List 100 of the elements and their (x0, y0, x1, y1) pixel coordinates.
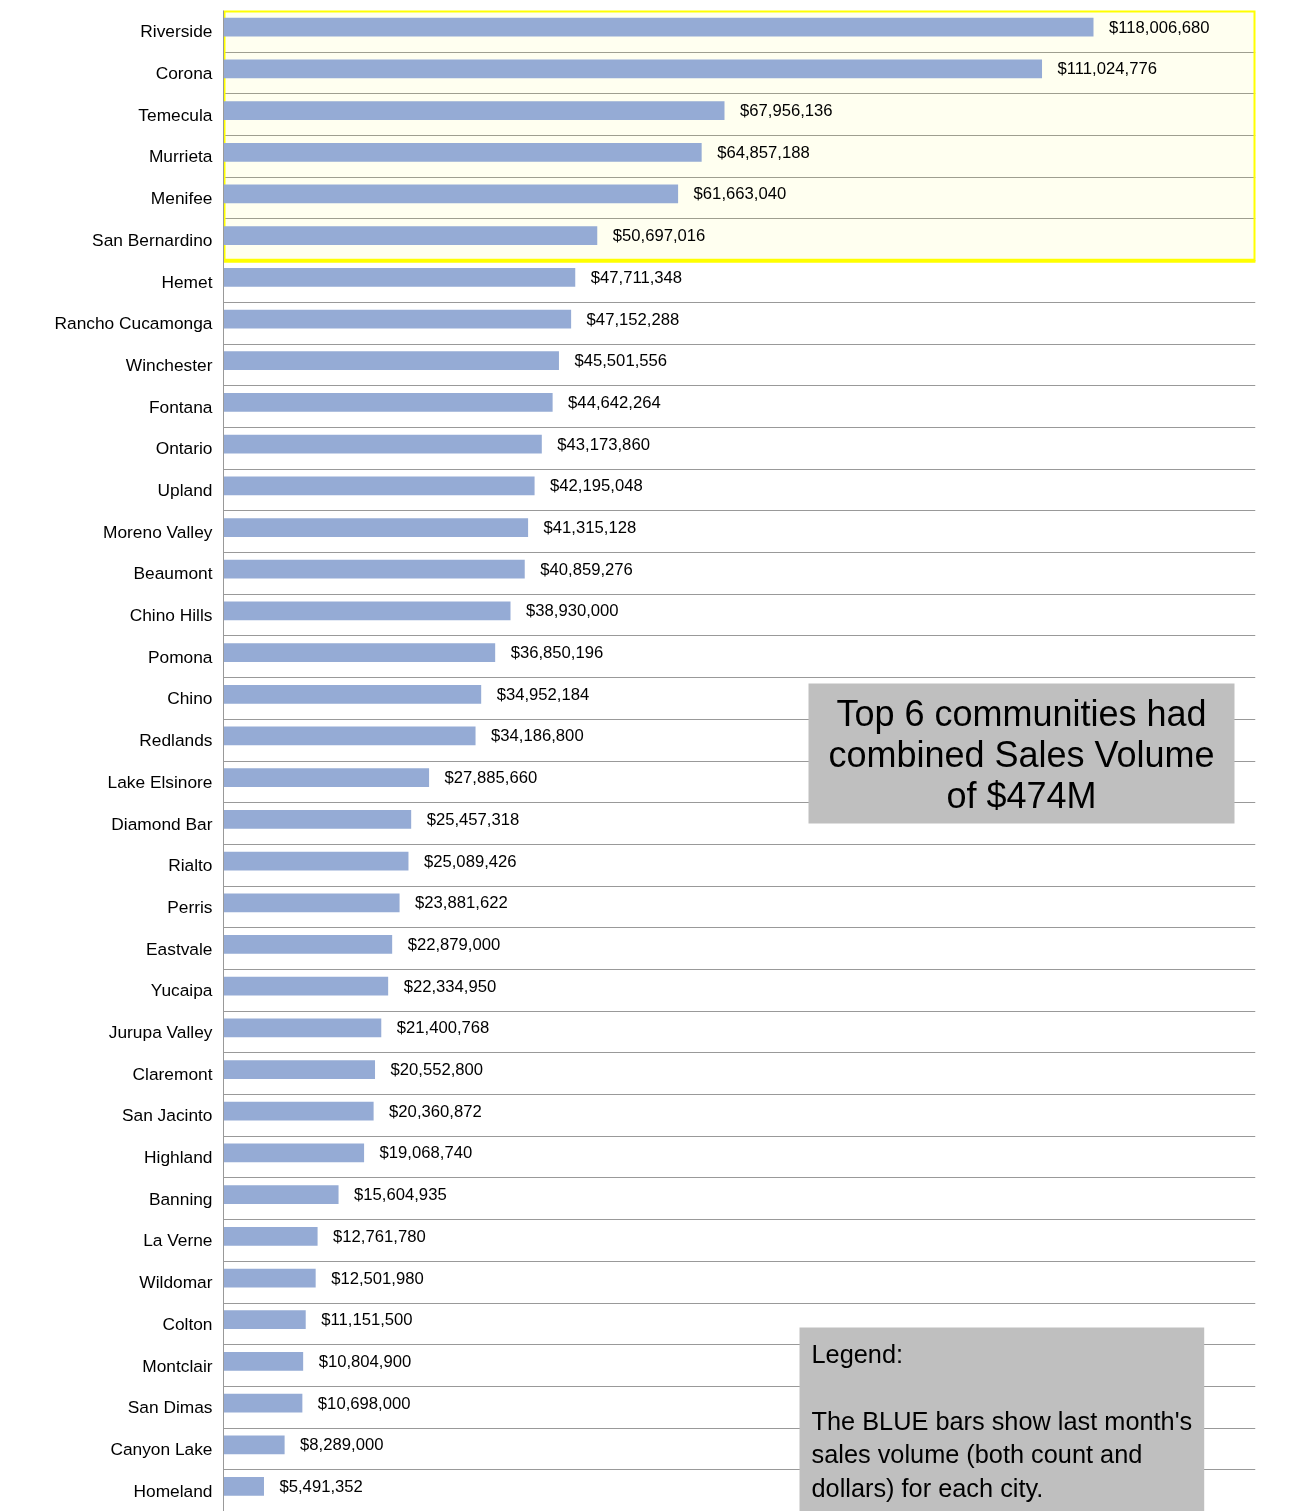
y-tick-label: Colton (162, 1313, 213, 1334)
bar (223, 1060, 376, 1079)
data-label: $8,289,000 (300, 1435, 384, 1455)
data-label: $10,698,000 (317, 1393, 411, 1413)
data-label: $20,552,800 (390, 1060, 484, 1080)
y-tick-label: Rialto (168, 855, 213, 876)
annotation: The BLUE bars show last month's sales volume (both count and dollars) for each city. (811, 1406, 1193, 1502)
bar (223, 1310, 306, 1330)
y-tick-label: Diamond Bar (111, 813, 213, 834)
bar (223, 393, 553, 412)
y-tick-label: Homeland (133, 1480, 213, 1501)
bar (223, 643, 496, 662)
data-label: $15,604,935 (354, 1185, 447, 1205)
bar (223, 1101, 374, 1121)
bar (223, 684, 482, 704)
bar (223, 1393, 303, 1413)
bar (223, 1477, 264, 1496)
bar (223, 101, 725, 120)
data-label: $12,761,780 (333, 1226, 426, 1246)
bar (223, 1226, 318, 1246)
y-tick-label: Highland (144, 1147, 213, 1168)
bar (223, 935, 393, 954)
y-tick-label: Temecula (138, 104, 213, 125)
bar (223, 476, 535, 496)
y-tick-label: Wildomar (139, 1272, 213, 1293)
y-tick-label: Pomona (147, 646, 213, 667)
y-tick-label: Hemet (161, 271, 213, 292)
data-label: $42,195,048 (550, 476, 643, 496)
data-label: $67,956,136 (739, 101, 833, 121)
data-label: $23,881,622 (415, 893, 508, 913)
bar (223, 976, 389, 996)
data-label: $40,859,276 (540, 559, 633, 579)
data-label: $19,068,740 (379, 1143, 473, 1163)
bar (223, 1352, 304, 1371)
data-label: $21,400,768 (396, 1018, 490, 1038)
y-tick-label: Montclair (142, 1355, 213, 1376)
y-tick-label: Fontana (148, 396, 213, 417)
bar (223, 226, 598, 246)
data-label: $64,857,188 (717, 142, 810, 162)
y-tick-label: San Bernardino (92, 229, 213, 250)
data-label: $50,697,016 (612, 226, 706, 246)
data-label: $36,850,196 (510, 643, 604, 663)
y-tick-label: Beaumont (133, 563, 213, 584)
bar (223, 1268, 316, 1288)
y-tick-label: Upland (157, 479, 213, 500)
annotation: Legend: (811, 1339, 904, 1368)
bar (223, 1185, 339, 1204)
data-label: $111,024,776 (1057, 59, 1157, 79)
data-label: $27,885,660 (444, 768, 538, 788)
bar (223, 142, 702, 162)
data-label: $47,152,288 (586, 309, 680, 329)
y-tick-label: Claremont (132, 1063, 213, 1084)
bar (223, 726, 476, 746)
bar (223, 1018, 382, 1038)
bar (223, 1435, 285, 1455)
y-tick-label: Canyon Lake (110, 1438, 213, 1459)
bar (223, 809, 412, 829)
data-label: $118,006,680 (1108, 17, 1210, 37)
y-tick-label: Murrieta (148, 146, 213, 167)
data-label: $61,663,040 (693, 184, 787, 204)
data-label: $20,360,872 (389, 1101, 482, 1121)
data-label: $11,151,500 (321, 1310, 413, 1330)
bar (223, 17, 1094, 37)
data-label: $22,334,950 (403, 976, 497, 996)
bar (223, 559, 525, 579)
y-tick-label: La Verne (143, 1230, 213, 1251)
bar (223, 518, 529, 537)
y-tick-label: Rancho Cucamonga (54, 313, 213, 334)
data-label: $43,173,860 (557, 434, 650, 454)
data-label: $47,711,348 (590, 267, 683, 287)
y-tick-label: Chino Hills (129, 605, 213, 626)
bar (223, 267, 576, 287)
data-label: $44,642,264 (568, 392, 661, 412)
y-tick-label: Chino (167, 688, 213, 709)
y-tick-label: Banning (148, 1188, 213, 1209)
y-tick-label: Ontario (155, 438, 213, 459)
y-tick-label: Eastvale (146, 938, 213, 959)
y-tick-label: Lake Elsinore (107, 771, 213, 792)
y-tick-label: San Dimas (127, 1397, 213, 1418)
y-tick-label: San Jacinto (121, 1105, 213, 1126)
data-label: $25,457,318 (426, 809, 520, 829)
y-tick-label: Moreno Valley (103, 521, 213, 542)
y-tick-label: Riverside (140, 21, 213, 42)
bar (223, 351, 559, 371)
annotation: Top 6 communities had combined Sales Volume of $474M (828, 692, 1215, 816)
bar (223, 893, 400, 913)
data-label: $45,501,556 (574, 351, 668, 371)
bar (223, 601, 511, 621)
bar (223, 851, 409, 871)
data-label: $5,491,352 (279, 1476, 363, 1496)
bar (223, 434, 542, 454)
data-label: $25,089,426 (423, 851, 517, 871)
y-tick-label: Corona (155, 63, 213, 84)
bar (223, 309, 572, 329)
y-tick-label: Yucaipa (150, 980, 213, 1001)
data-label: $22,879,000 (407, 934, 501, 954)
data-label: $38,930,000 (525, 601, 619, 621)
data-label: $41,315,128 (543, 518, 637, 538)
bar (223, 1143, 365, 1163)
data-label: $10,804,900 (318, 1351, 412, 1371)
